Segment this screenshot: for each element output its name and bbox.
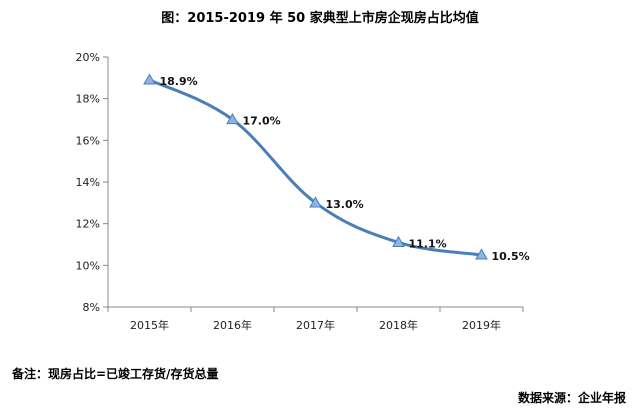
data-label: 17.0% xyxy=(243,115,281,128)
data-point-marker xyxy=(309,196,322,208)
y-tick-label: 14% xyxy=(76,176,100,189)
y-tick-label: 16% xyxy=(76,134,100,147)
y-tick-label: 10% xyxy=(76,259,100,272)
data-point-marker xyxy=(475,248,488,260)
y-tick-label: 20% xyxy=(76,51,100,64)
data-label: 11.1% xyxy=(409,237,447,250)
chart-title: 图：2015-2019 年 50 家典型上市房企现房占比均值 xyxy=(161,10,478,26)
x-tick-label: 2017年 xyxy=(296,318,335,332)
y-tick-label: 18% xyxy=(76,93,100,106)
data-label: 18.9% xyxy=(160,75,198,88)
data-point-marker xyxy=(392,235,405,248)
data-point-marker xyxy=(143,73,156,85)
y-tick-label: 8% xyxy=(83,301,100,314)
x-tick-label: 2016年 xyxy=(213,318,252,332)
data-label: 10.5% xyxy=(492,250,530,263)
data-point-marker xyxy=(226,112,239,125)
footnote: 备注：现房占比=已竣工存货/存货总量 xyxy=(12,367,219,381)
data-source: 数据来源：企业年报 xyxy=(517,391,626,405)
series-line xyxy=(148,78,483,257)
x-tick-label: 2019年 xyxy=(462,318,501,332)
data-label: 13.0% xyxy=(326,198,364,211)
x-tick-label: 2015年 xyxy=(130,318,169,332)
axes: 8% 10% 12% 14% 16% 18% 20% 2015年 2016年 2017年 2018年… xyxy=(76,51,524,332)
y-tick-label: 12% xyxy=(76,218,100,231)
x-tick-label: 2018年 xyxy=(379,318,418,332)
series: 18.9% 17.0% 13.0% 11.1% 10.5% xyxy=(143,73,530,263)
